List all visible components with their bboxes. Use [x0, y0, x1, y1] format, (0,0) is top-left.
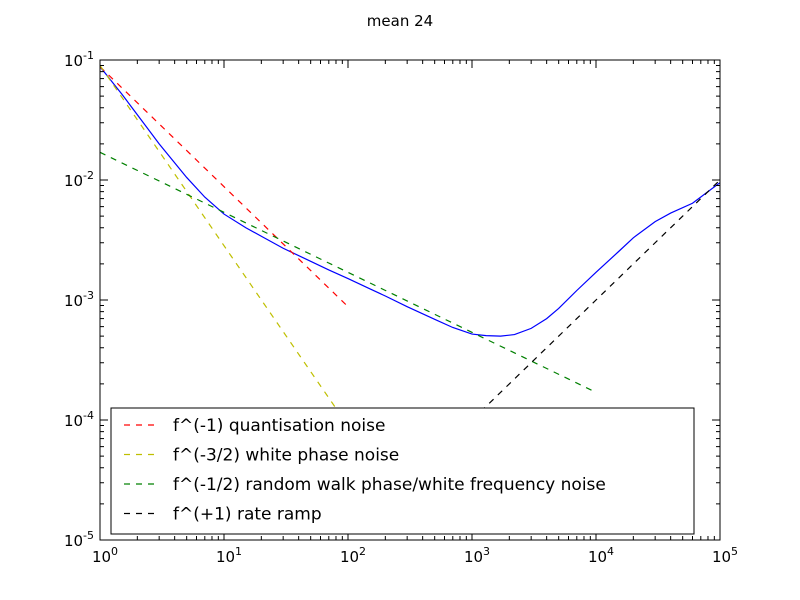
- x-tick-label-2-exponent: 2: [359, 545, 366, 558]
- legend: f^(-1) quantisation noise f^(-3/2) white …: [110, 407, 695, 535]
- legend-label: f^(-1/2) random walk phase/white frequen…: [173, 475, 606, 495]
- x-tick-label-0-exponent: 0: [111, 545, 118, 558]
- x-tick-label-0-base: 10: [92, 548, 111, 566]
- series-line-2: [100, 65, 337, 409]
- legend-label: f^(+1) rate ramp: [173, 505, 322, 525]
- x-tick-label-1-base: 10: [216, 548, 235, 566]
- x-tick-label-0: 100: [92, 545, 118, 566]
- x-tick-label-2-base: 10: [340, 548, 359, 566]
- x-tick-label-4-base: 10: [588, 548, 607, 566]
- y-tick-label-3: 10-2: [64, 169, 94, 190]
- series-line-0: [100, 66, 720, 337]
- x-tick-label-3-base: 10: [464, 548, 483, 566]
- series-line-4: [471, 179, 720, 421]
- y-tick-label-1-exponent: -4: [83, 409, 94, 422]
- x-tick-label-5: 105: [712, 545, 738, 566]
- y-tick-label-0-exponent: -5: [83, 529, 94, 542]
- series-line-1: [100, 66, 349, 308]
- x-tick-label-4: 104: [588, 545, 614, 566]
- legend-label: f^(-3/2) white phase noise: [173, 446, 399, 466]
- x-tick-label-5-base: 10: [712, 548, 731, 566]
- series-line-3: [100, 151, 597, 393]
- x-tick-label-3-exponent: 3: [483, 545, 490, 558]
- y-tick-label-0: 10-5: [64, 529, 94, 550]
- x-tick-label-3: 103: [464, 545, 490, 566]
- y-tick-label-2: 10-3: [64, 289, 94, 310]
- x-tick-label-1: 101: [216, 545, 242, 566]
- y-tick-label-1: 10-4: [64, 409, 94, 430]
- series-lines: [100, 65, 720, 421]
- legend-label: f^(-1) quantisation noise: [173, 416, 385, 436]
- y-tick-label-4: 10-1: [64, 49, 94, 70]
- y-tick-label-3-base: 10: [64, 172, 83, 190]
- y-tick-label-4-exponent: -1: [83, 49, 94, 62]
- x-tick-label-5-exponent: 5: [731, 545, 738, 558]
- y-tick-label-0-base: 10: [64, 532, 83, 550]
- y-tick-label-2-exponent: -3: [83, 289, 94, 302]
- x-tick-label-4-exponent: 4: [607, 545, 614, 558]
- y-tick-label-4-base: 10: [64, 52, 83, 70]
- x-tick-label-1-exponent: 1: [235, 545, 242, 558]
- y-tick-label-2-base: 10: [64, 292, 83, 310]
- x-tick-label-2: 102: [340, 545, 366, 566]
- y-tick-label-1-base: 10: [64, 412, 83, 430]
- y-tick-label-3-exponent: -2: [83, 169, 94, 182]
- chart-title: mean 24: [367, 12, 433, 30]
- legend-box: [110, 407, 695, 535]
